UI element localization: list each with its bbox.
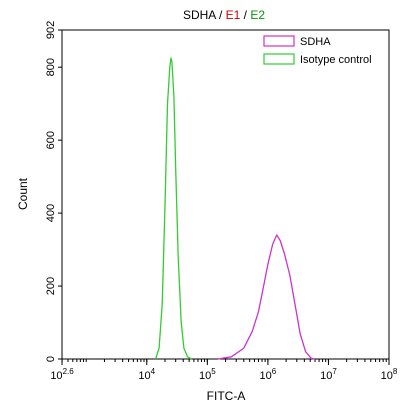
y-axis-ticks: 0 200 400 600 800 902 (45, 21, 62, 362)
y-tick-label: 200 (45, 277, 57, 295)
title-part-2: / (216, 8, 226, 22)
chart-title: SDHA / E1 / E2 (183, 8, 265, 22)
x-tick-label: 106 (260, 367, 277, 382)
y-axis-label: Count (16, 177, 30, 210)
plot-area (61, 29, 390, 360)
x-axis-ticks: 102.6 104 105 106 107 108 (50, 359, 398, 382)
legend-label-isotype-control: Isotype control (300, 54, 372, 66)
x-axis-label: FITC-A (207, 389, 246, 403)
legend-swatch-isotype-control (263, 53, 295, 65)
x-tick-label: 102.6 (50, 367, 74, 382)
legend-swatch-sdha (263, 35, 295, 47)
legend-label-sdha: SDHA (300, 36, 331, 48)
y-tick-label: 400 (45, 204, 57, 222)
x-tick-label: 108 (381, 367, 398, 382)
x-tick-label: 105 (199, 367, 216, 382)
y-tick-label: 600 (45, 131, 57, 149)
series-line-sdha (217, 234, 316, 360)
series-layer (154, 57, 316, 360)
y-tick-label: 800 (45, 58, 57, 76)
title-part-5: E2 (250, 8, 265, 22)
legend: SDHA Isotype control (263, 35, 372, 66)
title-part-1: SDHA (183, 8, 216, 22)
title-part-4: / (240, 8, 250, 22)
y-tick-label: 0 (45, 356, 57, 362)
x-tick-label: 104 (138, 367, 155, 382)
x-tick-label: 107 (320, 367, 337, 382)
series-line-isotype-control (154, 57, 192, 360)
title-part-3: E1 (226, 8, 241, 22)
y-tick-label: 902 (45, 21, 57, 39)
